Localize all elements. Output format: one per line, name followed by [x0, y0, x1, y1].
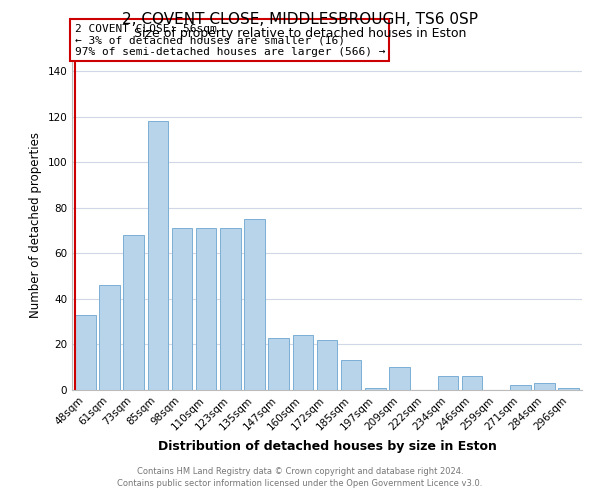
Bar	[268, 338, 289, 390]
Text: 2, COVENT CLOSE, MIDDLESBROUGH, TS6 0SP: 2, COVENT CLOSE, MIDDLESBROUGH, TS6 0SP	[122, 12, 478, 28]
Bar	[148, 122, 168, 390]
Y-axis label: Number of detached properties: Number of detached properties	[29, 132, 42, 318]
Bar	[559, 388, 579, 390]
Bar	[389, 367, 410, 390]
Text: Contains HM Land Registry data © Crown copyright and database right 2024.: Contains HM Land Registry data © Crown c…	[137, 467, 463, 476]
Bar	[196, 228, 217, 390]
Text: 2 COVENT CLOSE: 56sqm
← 3% of detached houses are smaller (16)
97% of semi-detac: 2 COVENT CLOSE: 56sqm ← 3% of detached h…	[74, 24, 385, 56]
X-axis label: Distribution of detached houses by size in Eston: Distribution of detached houses by size …	[158, 440, 496, 453]
Bar	[341, 360, 361, 390]
Bar	[534, 383, 555, 390]
Text: Contains public sector information licensed under the Open Government Licence v3: Contains public sector information licen…	[118, 478, 482, 488]
Bar	[462, 376, 482, 390]
Bar	[510, 386, 530, 390]
Bar	[124, 235, 144, 390]
Bar	[244, 220, 265, 390]
Text: Size of property relative to detached houses in Eston: Size of property relative to detached ho…	[134, 28, 466, 40]
Bar	[220, 228, 241, 390]
Bar	[437, 376, 458, 390]
Bar	[365, 388, 386, 390]
Bar	[293, 336, 313, 390]
Bar	[317, 340, 337, 390]
Bar	[172, 228, 192, 390]
Bar	[99, 286, 120, 390]
Bar	[75, 315, 95, 390]
